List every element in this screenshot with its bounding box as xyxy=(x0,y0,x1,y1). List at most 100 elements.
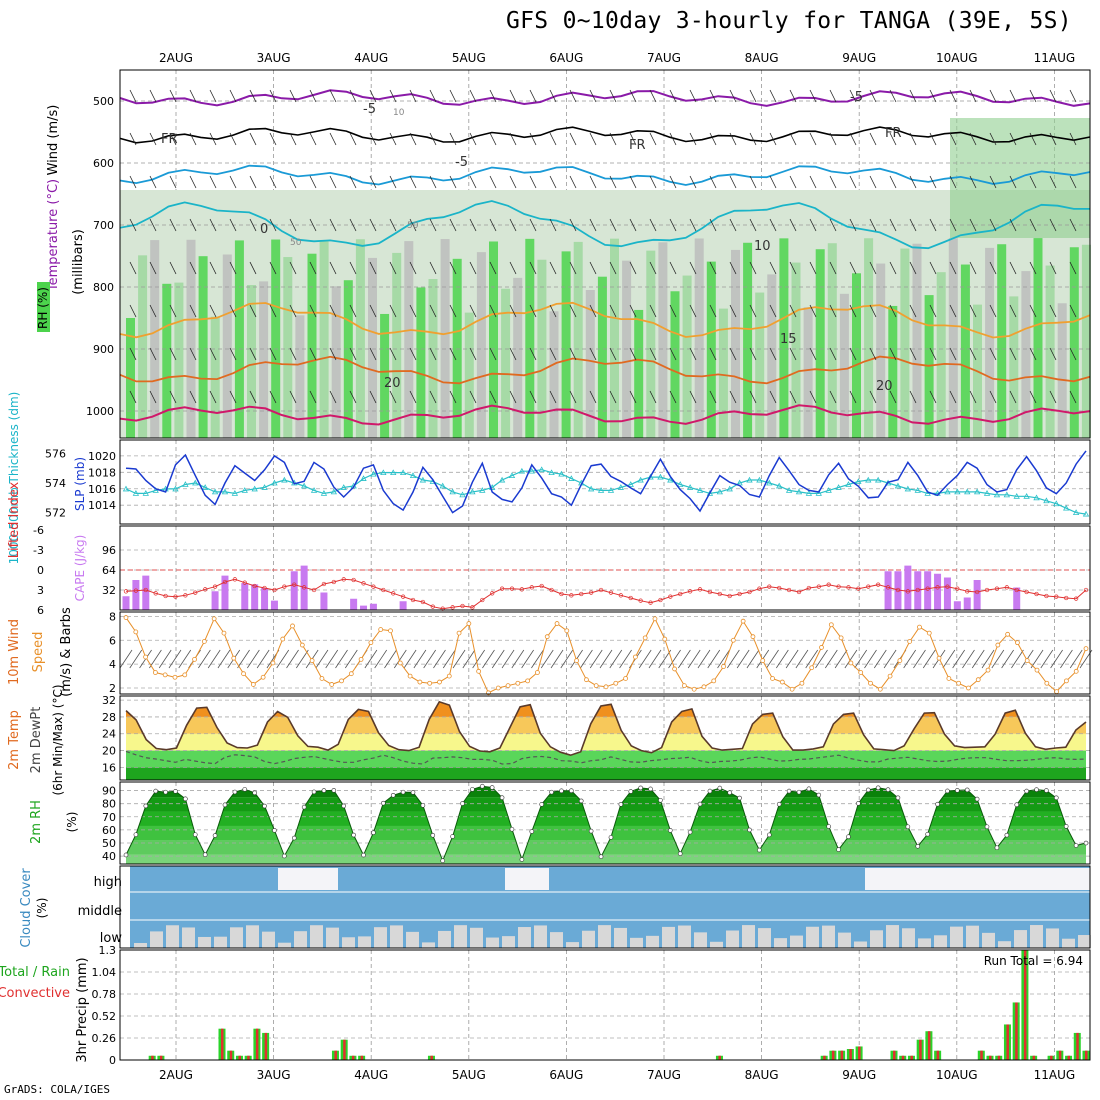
thickness-point xyxy=(469,488,476,495)
wind-barb xyxy=(129,390,137,404)
wind-barb xyxy=(789,390,797,404)
wind-barb xyxy=(309,304,317,318)
wind-barb xyxy=(289,304,297,318)
low-cloud-block xyxy=(918,938,931,948)
wind-speed-point xyxy=(730,637,736,643)
lifted-index-point xyxy=(955,586,960,591)
rh-tick-label: 70 xyxy=(102,811,116,824)
wind-barb xyxy=(609,132,617,146)
wind-barb-10m xyxy=(727,649,740,669)
wind-barb xyxy=(469,390,477,404)
wind-barb xyxy=(829,175,837,189)
rh-point xyxy=(687,829,693,835)
rh-point xyxy=(479,783,485,789)
lifted-index-point xyxy=(519,587,525,592)
wind-speed-point xyxy=(143,654,148,660)
wind-barb-10m xyxy=(815,649,828,669)
wind-barb xyxy=(989,89,997,103)
rh2m-panel xyxy=(120,783,1090,864)
wind-speed-point xyxy=(290,623,295,629)
wind-barb xyxy=(729,218,737,232)
isotherm-minus5-blue xyxy=(119,164,1091,186)
low-cloud-block xyxy=(630,937,643,948)
cloud-level-label: middle xyxy=(78,904,122,919)
rh-shading-cell xyxy=(283,257,293,438)
precip-convective-bar xyxy=(910,1055,913,1060)
wind-barb xyxy=(229,261,237,275)
wind-barb xyxy=(929,175,937,189)
wind-barb xyxy=(549,261,557,275)
wind-barb xyxy=(749,175,757,189)
wind-barb xyxy=(669,347,677,361)
wind-barb xyxy=(949,390,957,404)
lifted-index-point xyxy=(618,593,623,598)
wind-barb xyxy=(1049,347,1057,361)
rh-shading-cell xyxy=(610,238,619,438)
rh-shading-cell xyxy=(948,238,958,438)
wind-barb xyxy=(549,304,557,318)
lifted-index-point xyxy=(598,587,604,593)
wind-speed-point xyxy=(123,615,129,620)
rh-point xyxy=(865,787,871,793)
wind-barb xyxy=(129,347,137,361)
wind-barb-10m xyxy=(991,649,1005,669)
date-tick-top: 9AUG xyxy=(842,51,876,65)
rh-point xyxy=(549,789,554,795)
wind-barb xyxy=(369,132,377,146)
wind-barb-10m xyxy=(129,649,143,669)
wind-barb xyxy=(709,132,717,146)
wind-barb xyxy=(729,175,737,189)
low-cloud-block xyxy=(646,935,659,948)
cape-bar xyxy=(943,577,951,610)
precip-convective-bar xyxy=(343,1039,346,1060)
rh-point xyxy=(1024,788,1029,794)
wind-barb xyxy=(609,347,617,361)
rh-shading-cell xyxy=(573,241,583,438)
thickness-point xyxy=(1053,500,1060,507)
slp-tick-label: 1020 xyxy=(88,450,116,463)
credit-label: GrADS: COLA/IGES xyxy=(4,1083,110,1096)
wind-barb xyxy=(909,304,917,318)
wind-barb xyxy=(969,347,977,361)
thickness-point xyxy=(498,476,506,483)
rh-shading-cell xyxy=(658,242,668,438)
rh-tick-label: 50 xyxy=(102,837,116,850)
wind-barb xyxy=(729,304,737,318)
wind-barb xyxy=(509,218,517,232)
wind-barb xyxy=(229,304,237,318)
wind-barb xyxy=(209,390,217,404)
wind-barb xyxy=(189,132,197,146)
precip-convective-bar xyxy=(849,1049,852,1060)
isotherm-label: FR xyxy=(885,126,902,141)
rh-point xyxy=(648,786,653,792)
wind-barb-10m xyxy=(511,649,525,669)
wind-barb xyxy=(369,175,377,189)
thickness-point xyxy=(597,487,605,493)
rh-shading-cell xyxy=(1069,247,1079,438)
date-tick-bottom: 9AUG xyxy=(842,1068,876,1082)
date-tick-bottom: 7AUG xyxy=(647,1068,681,1082)
wind-speed-point xyxy=(427,680,433,686)
wind-speed-point xyxy=(1073,668,1079,674)
thickness-point xyxy=(1043,497,1050,504)
wind-barb xyxy=(549,390,557,404)
pressure-tick-label: 700 xyxy=(93,219,114,232)
cape-tick-label: 64 xyxy=(102,564,116,577)
wind-barb xyxy=(409,218,417,232)
low-cloud-block xyxy=(518,927,531,948)
wind-barb-10m xyxy=(942,649,956,669)
lifted-index-point xyxy=(1064,595,1069,601)
wind-barb xyxy=(369,89,377,103)
wind-barb xyxy=(929,261,937,275)
wind-speed-point xyxy=(466,621,472,626)
rh-point xyxy=(925,831,930,837)
rh-point xyxy=(400,789,406,795)
isotherm-0 xyxy=(119,200,1090,250)
lifted-index-point xyxy=(856,586,861,591)
thickness-point xyxy=(746,476,753,483)
wind-barb xyxy=(909,218,917,232)
low-cloud-block xyxy=(790,935,803,948)
wind-speed-point xyxy=(936,655,942,661)
rh-shading-cell xyxy=(501,288,511,438)
isotherm-label: -5 xyxy=(850,90,863,105)
